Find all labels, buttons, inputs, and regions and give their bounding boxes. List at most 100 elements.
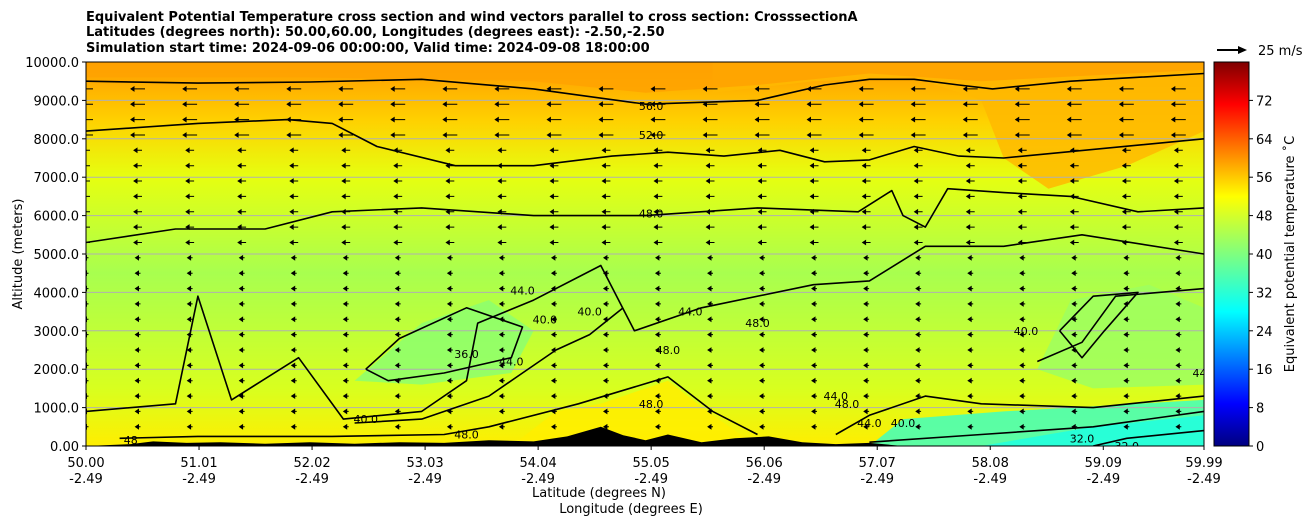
wind-vector-249 [446,254,453,261]
wind-vector-425 [442,132,458,138]
wind-vector-333 [237,193,247,200]
wind-vector-223 [238,270,245,277]
wind-vector-438 [1118,132,1134,138]
wind-vector-56 [707,393,713,400]
wind-vector-98 [602,362,609,369]
wind-vector-410 [809,147,819,154]
wind-vector-149 [967,331,974,338]
wind-vector-465 [234,101,250,108]
contour-32-0-11 [1093,429,1204,446]
wind-vector-278 [809,239,819,246]
contour-label-13: 48.0 [454,428,479,441]
wind-vector-371 [1069,178,1079,184]
wind-vector-153 [1175,331,1182,338]
wind-vector-339 [549,193,559,200]
contour-lines [86,72,1204,446]
wind-vector-38 [915,408,922,415]
wind-vector-152 [1123,331,1130,338]
wind-vector-1 [134,423,141,430]
wind-vector-265 [133,239,142,246]
wind-vector-191 [863,300,870,307]
contour-label-7: 40.0 [577,306,602,319]
wind-vector-209 [654,285,661,292]
x-axis-label-2: Longitude (degrees E) [559,502,703,517]
wind-vector-489 [338,85,354,92]
wind-vector-208 [602,285,609,292]
wind-vector-143 [654,331,661,338]
wind-vector-2 [186,423,193,430]
wind-vector-325 [965,208,975,215]
wind-vector-104 [915,362,922,369]
wind-vector-28 [394,408,401,415]
wind-vector-83 [967,377,974,384]
wind-vector-46 [186,393,193,400]
wind-vector-286 [86,226,90,228]
quiver-key-label: 25 m/s [1258,44,1303,59]
wind-vector-138 [394,331,401,338]
wind-vector-271 [445,239,455,246]
wind-vector-279 [861,239,871,246]
wind-vector-445 [338,116,354,123]
wind-vector-352 [86,180,90,182]
wind-vector-376 [185,162,195,169]
wind-vector-82 [915,377,922,384]
wind-vector-375 [133,162,142,169]
wind-vector-61 [967,393,974,400]
wind-vector-27 [342,408,349,415]
wind-vector-495 [650,85,666,92]
wind-vector-168 [811,316,817,323]
wind-vector-305 [1069,224,1079,231]
wind-vector-424 [390,132,406,138]
wind-vector-43 [1175,408,1182,415]
wind-vector-310 [185,208,195,215]
wind-vector-73 [446,377,453,384]
wind-vector-58 [811,393,817,400]
x-tick-label-lat-2: 52.02 [293,456,330,471]
wind-vector-429 [650,132,666,138]
wind-vector-235 [863,270,870,277]
wind-vector-137 [342,331,349,338]
wind-vector-365 [757,178,767,184]
wind-vector-47 [238,393,245,400]
wind-vector-57 [759,393,765,400]
wind-vector-212 [811,285,817,292]
wind-vector-199 [134,285,141,292]
wind-vector-245 [238,254,245,261]
wind-vector-189 [759,300,765,307]
wind-vector-203 [342,285,349,292]
wind-vector-23 [134,408,141,415]
wind-vector-328 [1121,208,1131,215]
wind-vector-398 [185,147,195,154]
wind-vector-334 [289,193,299,200]
wind-vector-86 [1123,377,1130,384]
wind-vector-161 [446,316,453,323]
wind-vector-499 [858,85,874,92]
wind-vector-219 [1175,285,1182,292]
wind-vector-205 [446,285,453,292]
wind-vector-157 [238,316,245,323]
wind-vector-362 [601,178,611,184]
wind-vector-74 [498,377,505,384]
wind-vector-505 [1170,85,1186,92]
wind-vector-133 [134,331,141,338]
wind-vector-16 [915,423,922,430]
wind-vector-285 [1173,239,1183,246]
wind-vector-298 [705,224,715,231]
wind-vector-218 [1123,285,1130,292]
x-tick-label-lat-8: 58.08 [972,456,1009,471]
wind-vector-413 [965,147,975,154]
wind-vector-389 [861,162,871,169]
wind-vector-178 [186,300,193,307]
wind-vector-45 [134,393,141,400]
wind-vector-309 [133,208,142,215]
wind-vector-75 [550,377,557,384]
wind-vector-117 [446,347,453,353]
wind-vector-253 [654,254,661,261]
colorbar: 0 8 16 24 32 40 48 56 64 72 Equivalent potential … [1213,61,1298,455]
wind-vector-79 [759,377,765,384]
colorbar-tick-label-3: 24 [1256,325,1273,340]
wind-vector-443 [234,116,250,123]
wind-vector-108 [1123,362,1130,369]
x-tick-label-lat-3: 53.03 [406,456,443,471]
wind-vector-40 [1019,408,1026,415]
